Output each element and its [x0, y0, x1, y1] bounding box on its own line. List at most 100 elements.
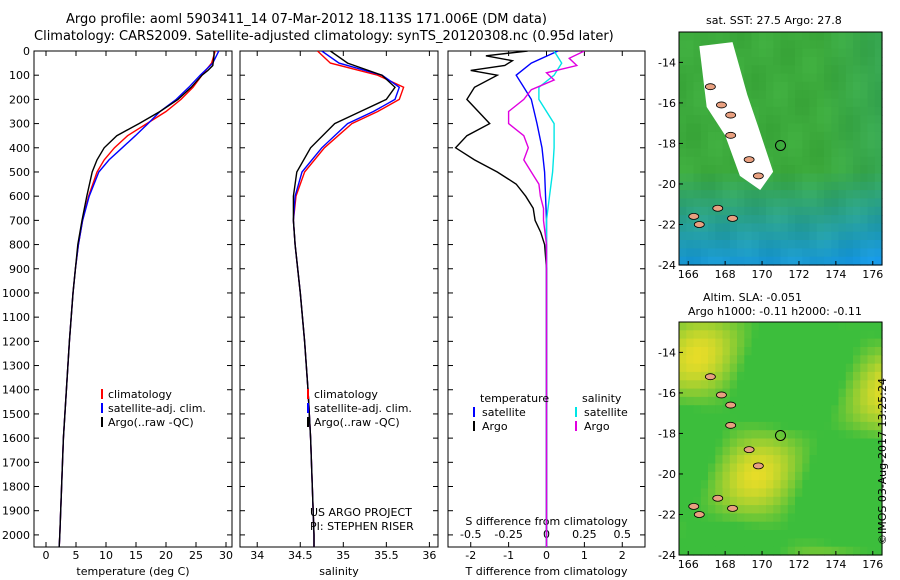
- map-cell: [809, 521, 818, 531]
- map-cell: [708, 173, 716, 183]
- x-tick-label: 176: [862, 558, 883, 571]
- map-cell: [867, 421, 876, 431]
- map-cell: [831, 380, 840, 390]
- map-cell: [737, 256, 745, 266]
- map-cell: [845, 248, 854, 258]
- legend-label: Argo(..raw -QC): [314, 416, 400, 429]
- map-cell: [751, 380, 760, 390]
- map-cell: [758, 40, 767, 50]
- y-tick-label: -18: [658, 427, 676, 440]
- map-cell: [773, 430, 782, 440]
- map-cell: [766, 156, 774, 166]
- map-cell: [795, 513, 803, 523]
- map-cell: [729, 322, 738, 331]
- map-cell: [816, 446, 825, 456]
- map-cell: [831, 413, 840, 423]
- map-cell: [715, 248, 724, 258]
- map-cell: [679, 106, 687, 116]
- map-cell: [722, 330, 731, 340]
- map-cell: [758, 546, 767, 556]
- map-cell: [874, 371, 883, 381]
- map-cell: [867, 231, 876, 241]
- x-axis-label: temperature (deg C): [76, 565, 189, 578]
- map-cell: [744, 413, 753, 423]
- map-cell: [773, 338, 782, 348]
- map-cell: [831, 198, 840, 208]
- map-cell: [874, 521, 883, 531]
- map-cell: [816, 413, 825, 423]
- map-cell: [838, 521, 847, 531]
- x-tick-label: 170: [752, 268, 773, 281]
- map-cell: [722, 347, 731, 356]
- map-cell: [758, 380, 767, 390]
- map-cell: [802, 513, 811, 523]
- map-cell: [708, 471, 716, 481]
- map-cell: [845, 165, 854, 174]
- map-cell: [744, 371, 753, 381]
- map-cell: [853, 48, 861, 58]
- map-cell: [838, 471, 847, 481]
- map-cell: [809, 115, 818, 125]
- map-cell: [737, 181, 745, 191]
- map-cell: [845, 413, 854, 423]
- map-cell: [853, 81, 861, 91]
- map-cell: [831, 455, 840, 464]
- map-cell: [766, 413, 774, 423]
- map-cell: [802, 338, 811, 348]
- map-cell: [795, 371, 803, 381]
- map-cell: [874, 65, 883, 75]
- map-cell: [874, 165, 883, 174]
- map-cell: [853, 355, 861, 365]
- map-cell: [787, 380, 796, 390]
- map-cell: [867, 405, 876, 415]
- map-cell: [802, 496, 811, 506]
- map-cell: [766, 90, 774, 100]
- map-cell: [874, 256, 883, 266]
- map-cell: [686, 471, 695, 481]
- map-cell: [787, 363, 796, 373]
- map-cell: [860, 240, 869, 249]
- map-cell: [708, 421, 716, 431]
- map-cell: [787, 48, 796, 58]
- map-cell: [773, 106, 782, 116]
- map-cell: [773, 190, 782, 199]
- map-cell: [860, 363, 869, 373]
- map-cell: [795, 538, 803, 548]
- map-cell: [831, 330, 840, 340]
- map-cell: [809, 123, 818, 133]
- map-cell: [816, 231, 825, 241]
- map-cell: [729, 480, 738, 489]
- map-cell: [679, 148, 687, 158]
- map-cell: [780, 546, 789, 556]
- map-cell: [838, 156, 847, 166]
- map-cell: [831, 396, 840, 406]
- map-cell: [853, 173, 861, 183]
- map-cell: [715, 463, 724, 473]
- map-cell: [816, 538, 825, 548]
- map-cell: [700, 530, 709, 539]
- map-cell: [708, 496, 716, 506]
- map-cell: [853, 322, 861, 331]
- map-cell: [693, 148, 702, 158]
- map-cell: [729, 446, 738, 456]
- map-cell: [780, 388, 789, 398]
- map-cell: [751, 538, 760, 548]
- map-cell: [693, 106, 702, 116]
- map-cell: [809, 48, 818, 58]
- map-cell: [766, 488, 774, 498]
- map-cell: [766, 248, 774, 258]
- map-cell: [853, 90, 861, 100]
- map-cell: [809, 131, 818, 141]
- map-cell: [809, 148, 818, 158]
- figure-title-line2: Climatology: CARS2009. Satellite-adjuste…: [34, 29, 614, 44]
- map-cell: [824, 330, 832, 340]
- credit-line1: US ARGO PROJECT: [310, 506, 412, 519]
- map-cell: [679, 90, 687, 100]
- map-cell: [853, 181, 861, 191]
- map-cell: [686, 148, 695, 158]
- map-cell: [715, 32, 724, 41]
- map-cell: [758, 355, 767, 365]
- island: [704, 373, 716, 381]
- map-cell: [773, 421, 782, 431]
- map-cell: [824, 190, 832, 199]
